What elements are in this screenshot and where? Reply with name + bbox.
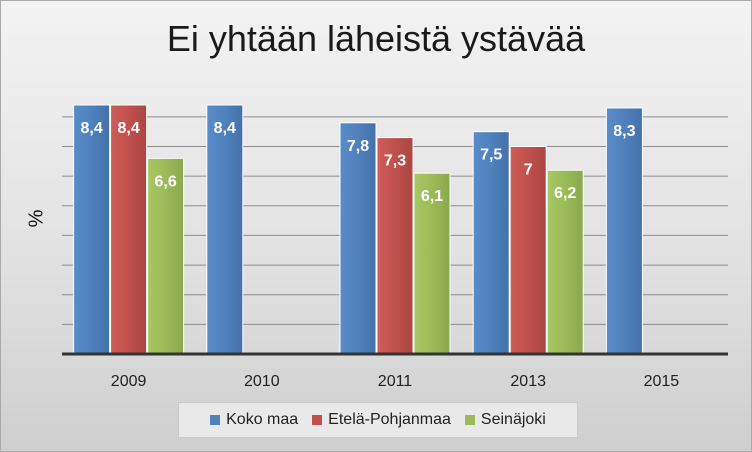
x-tick-label: 2015 [644, 373, 680, 390]
data-label: 8,3 [613, 123, 635, 140]
data-label: 8,4 [80, 120, 102, 137]
legend-label: Koko maa [226, 411, 299, 428]
data-label: 8,4 [117, 120, 139, 137]
x-tick-label: 2010 [244, 373, 280, 390]
data-label: 6,6 [154, 173, 176, 190]
legend-swatch [464, 415, 475, 425]
x-tick-label: 2011 [378, 373, 413, 390]
legend-label: Seinäjoki [480, 411, 546, 428]
data-label: 7,5 [480, 147, 502, 164]
legend-swatch [312, 415, 323, 425]
data-label: 7,8 [347, 138, 369, 155]
legend: Koko maa Etelä-Pohjanmaa Seinäjoki [178, 402, 578, 438]
bars [73, 104, 643, 355]
x-axis-ticks: 2009 2010 2011 2013 2015 [62, 352, 728, 390]
data-label: 6,1 [421, 188, 443, 205]
data-labels: 8,4 8,4 6,6 8,4 7,8 7,3 6,1 7,5 7 6,2 8,3 [80, 120, 635, 205]
data-label: 7,3 [384, 153, 406, 170]
legend-item: Seinäjoki [464, 411, 546, 429]
x-tick-label: 2009 [111, 373, 147, 390]
data-label: 6,2 [554, 185, 576, 202]
data-label: 8,4 [214, 120, 236, 137]
bar-koko-maa-2015 [605, 107, 643, 355]
bar-seinäjoki-2011 [413, 172, 451, 355]
bar-etelä-pohjanmaa-2011 [376, 137, 414, 355]
bar-seinäjoki-2013 [546, 169, 584, 355]
legend-label: Etelä-Pohjanmaa [328, 411, 451, 428]
bar-etelä-pohjanmaa-2009 [110, 104, 148, 355]
bar-koko-maa-2009 [73, 104, 111, 355]
data-label: 7 [524, 162, 533, 179]
chart-title: Ei yhtään läheistä ystävää [166, 18, 586, 59]
bar-koko-maa-2010 [206, 104, 244, 355]
x-tick-label: 2013 [510, 373, 546, 390]
bar-etelä-pohjanmaa-2013 [509, 146, 547, 355]
bar-koko-maa-2011 [339, 122, 377, 355]
legend-swatch [210, 415, 221, 425]
bar-seinäjoki-2009 [147, 157, 185, 355]
legend-item: Etelä-Pohjanmaa [312, 411, 451, 429]
bar-koko-maa-2013 [472, 131, 510, 355]
legend-item: Koko maa [210, 411, 298, 429]
